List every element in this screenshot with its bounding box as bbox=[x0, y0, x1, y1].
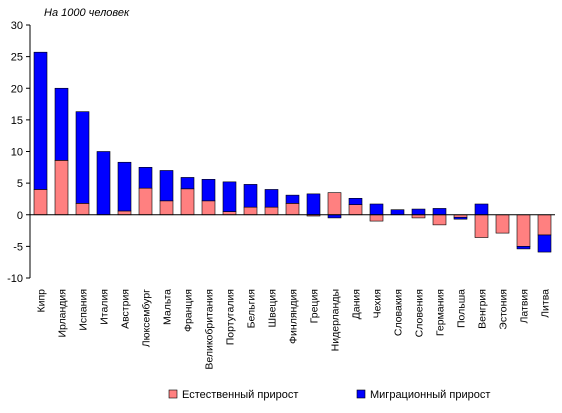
category-label: Словения bbox=[414, 289, 426, 337]
bar-migration-segment bbox=[96, 151, 111, 216]
bar-natural-segment bbox=[264, 206, 279, 216]
bar-migration-segment bbox=[243, 184, 258, 208]
bar-migration-segment bbox=[180, 177, 195, 190]
category-label: Мальта bbox=[162, 289, 174, 325]
y-axis: 30 25 20 15 10 5 0 -5 -10 bbox=[7, 20, 31, 285]
category-label: Греция bbox=[309, 289, 321, 323]
bar-migration-segment bbox=[117, 161, 132, 212]
bar-natural-segment bbox=[327, 192, 342, 216]
bar-natural-segment bbox=[54, 160, 69, 216]
category-label: Финляндия bbox=[288, 289, 300, 344]
category-label: Нидерланды bbox=[330, 289, 342, 351]
legend-swatch-natural bbox=[168, 389, 178, 399]
y-tick-label: -10 bbox=[7, 273, 23, 285]
bar-migration-segment bbox=[306, 193, 321, 216]
bar-migration-segment bbox=[411, 208, 426, 216]
bar-natural-segment bbox=[201, 200, 216, 216]
category-label: Люксембург bbox=[141, 289, 153, 347]
bar-migration-segment bbox=[75, 111, 90, 204]
bar-natural-segment bbox=[369, 214, 384, 222]
bar-natural-segment bbox=[432, 214, 447, 226]
y-tick-label: 25 bbox=[11, 52, 23, 64]
category-label: Ирландия bbox=[57, 289, 69, 337]
bar-natural-segment bbox=[516, 214, 531, 247]
y-unit-label: На 1000 человек bbox=[44, 7, 130, 19]
category-label: Литва bbox=[540, 289, 552, 318]
bar-migration-segment bbox=[474, 203, 489, 216]
bar-migration-segment bbox=[159, 170, 174, 202]
bar-migration-segment bbox=[54, 87, 69, 161]
y-tick-label: -5 bbox=[13, 241, 23, 253]
y-tick-label: 20 bbox=[11, 83, 23, 95]
bar-migration-segment bbox=[390, 209, 405, 216]
legend-label-migration: Миграционный прирост bbox=[370, 389, 490, 401]
bar-migration-segment bbox=[432, 208, 447, 216]
bar-natural-segment bbox=[33, 189, 48, 216]
category-label: Швеция bbox=[267, 289, 279, 328]
y-tick-label: 5 bbox=[17, 178, 23, 190]
bar-natural-segment bbox=[243, 206, 258, 216]
bar-natural-segment bbox=[348, 204, 363, 216]
bar-natural-segment bbox=[180, 188, 195, 216]
bar-migration-segment bbox=[33, 51, 48, 190]
bar-migration-segment bbox=[516, 246, 531, 250]
y-tick-label: 10 bbox=[11, 147, 23, 159]
category-label: Германия bbox=[435, 289, 447, 336]
category-label: Латвия bbox=[519, 289, 531, 323]
category-label: Польша bbox=[456, 289, 468, 328]
category-label: Венгрия bbox=[477, 289, 489, 329]
category-label: Эстония bbox=[498, 289, 510, 330]
y-tick-label: 0 bbox=[17, 210, 23, 222]
category-label: Португалия bbox=[225, 289, 237, 345]
category-label: Дания bbox=[351, 289, 363, 319]
bar-natural-segment bbox=[474, 214, 489, 238]
category-label: Чехия bbox=[372, 289, 384, 318]
category-label: Великобритания bbox=[204, 289, 216, 370]
y-tick-label: 30 bbox=[11, 20, 23, 32]
bar-natural-segment bbox=[138, 187, 153, 216]
bar-natural-segment bbox=[159, 200, 174, 216]
bar-migration-segment bbox=[264, 189, 279, 208]
category-label: Словакия bbox=[393, 289, 405, 336]
category-label: Кипр bbox=[36, 289, 48, 313]
bar-migration-segment bbox=[285, 194, 300, 204]
bars bbox=[30, 51, 555, 253]
category-label: Бельгия bbox=[246, 289, 258, 328]
bar-natural-segment bbox=[117, 210, 132, 216]
bar-migration-segment bbox=[138, 167, 153, 189]
bar-natural-segment bbox=[495, 214, 510, 234]
bar-migration-segment bbox=[348, 198, 363, 205]
bar-migration-segment bbox=[369, 203, 384, 216]
category-label: Австрия bbox=[120, 289, 132, 329]
legend: Естественный прирост Миграционный прирос… bbox=[168, 389, 490, 401]
bar-migration-segment bbox=[201, 179, 216, 202]
bar-migration-segment bbox=[537, 234, 552, 253]
category-label: Испания bbox=[78, 289, 90, 331]
bar-migration-segment bbox=[453, 216, 468, 220]
legend-label-natural: Естественный прирост bbox=[182, 389, 298, 401]
bar-natural-segment bbox=[537, 214, 552, 236]
legend-swatch-migration bbox=[356, 389, 366, 399]
y-tick-label: 15 bbox=[11, 115, 23, 127]
bar-natural-segment bbox=[75, 203, 90, 216]
bar-migration-segment bbox=[222, 181, 237, 212]
category-label: Италия bbox=[99, 289, 111, 325]
category-labels: Кипр Ирландия Испания Италия Австрия Люксембу… bbox=[36, 289, 552, 370]
category-label: Франция bbox=[183, 289, 195, 332]
bar-natural-segment bbox=[285, 203, 300, 216]
